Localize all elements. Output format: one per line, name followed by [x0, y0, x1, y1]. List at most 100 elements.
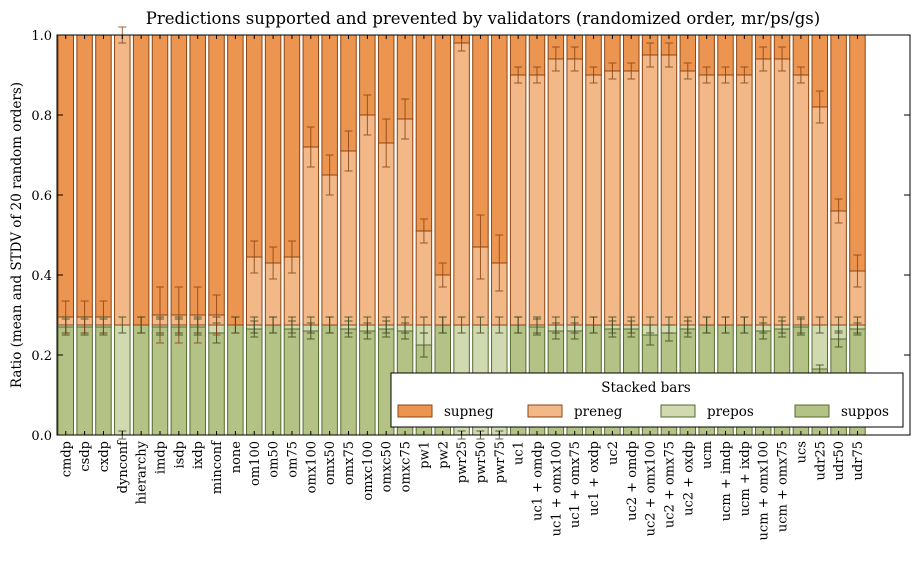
- bar-supneg: [849, 34, 866, 272]
- x-tick-label: ucm + imdp: [719, 441, 734, 521]
- error-bar-prepos: [627, 316, 636, 334]
- error-bar-preneg: [551, 46, 560, 72]
- x-tick-label: ixdp: [191, 441, 206, 469]
- x-tick-label: uc2 + omdp: [625, 441, 640, 521]
- y-tick-label: 0.6: [31, 189, 52, 204]
- x-tick-label: isdp: [172, 441, 187, 468]
- y-tick-label: 0.4: [31, 269, 52, 284]
- error-bar-prepos: [476, 316, 485, 334]
- bar-suppos: [340, 328, 357, 436]
- x-tick-label: udr50: [832, 441, 847, 480]
- error-bar-prepos: [287, 316, 296, 334]
- bar-suppos: [57, 326, 74, 436]
- bar-supneg: [95, 34, 112, 318]
- bar-supneg: [227, 34, 244, 326]
- bar-supneg: [283, 34, 301, 258]
- bar-preneg: [811, 106, 828, 326]
- x-axis: cmdp csdp cxdp dynconf hierarchy imdp isdp ixdp…: [59, 35, 866, 540]
- x-tick-label: hierarchy: [135, 440, 150, 504]
- bar-suppos: [95, 326, 112, 436]
- error-bar-preneg: [702, 66, 711, 84]
- bar-suppos: [76, 326, 93, 436]
- bar-supneg: [246, 34, 263, 258]
- error-bar-preneg: [80, 300, 89, 334]
- x-tick-label: uc1 + omdp: [531, 441, 546, 521]
- y-tick-label: 0.8: [31, 109, 52, 124]
- error-bar-prepos: [438, 316, 447, 334]
- error-bar-prepos: [457, 316, 466, 334]
- error-bar-preneg: [759, 46, 768, 72]
- bar-preneg: [679, 70, 697, 326]
- bar-preneg: [377, 142, 395, 326]
- error-bar-prepos: [269, 316, 278, 334]
- error-bar-prepos: [533, 316, 541, 334]
- error-bar-prepos: [778, 316, 787, 334]
- bar-preneg: [830, 210, 847, 326]
- bar-prepos: [114, 324, 131, 436]
- legend-label-supneg: supneg: [444, 404, 494, 420]
- error-bar-prepos: [419, 316, 428, 334]
- error-bar-preneg: [363, 94, 372, 136]
- bar-preneg: [453, 42, 470, 326]
- error-bar-prepos: [589, 316, 598, 334]
- bar-supneg: [264, 34, 282, 264]
- error-bar-preneg: [287, 240, 296, 274]
- bar-supneg: [189, 34, 206, 316]
- error-bar-prepos: [664, 316, 673, 334]
- bar-preneg: [792, 74, 810, 326]
- legend-swatch-preneg: [527, 404, 563, 418]
- x-tick-label: cxdp: [97, 441, 112, 472]
- legend-swatch-prepos: [660, 404, 696, 418]
- bar-suppos: [264, 324, 282, 436]
- bar-preneg: [528, 74, 546, 326]
- error-bar-preneg: [269, 246, 278, 280]
- x-tick-label: ucm + omx75: [776, 441, 791, 532]
- y-tick-label: 1.0: [31, 29, 52, 44]
- x-tick-label: om50: [267, 441, 282, 478]
- legend-label-preneg: preneg: [574, 404, 623, 420]
- x-tick-label: ucm + omx100: [757, 441, 772, 540]
- error-bar-preneg: [193, 286, 202, 344]
- y-axis: 0.0 0.2 0.4 0.6 0.8 1.0: [31, 29, 910, 444]
- error-bar-preneg: [853, 254, 862, 288]
- x-tick-label: omx100: [304, 441, 319, 493]
- x-tick-label: uc2 + omx75: [662, 441, 677, 528]
- bar-suppos: [208, 332, 225, 436]
- error-bar-prepos: [796, 316, 805, 334]
- error-bar-prepos: [382, 316, 391, 334]
- error-bar-preneg: [250, 240, 259, 274]
- error-bar-prepos: [495, 316, 504, 334]
- bar-preneg: [717, 74, 734, 326]
- x-tick-label: ucs: [794, 441, 809, 463]
- bar-preneg: [509, 74, 527, 326]
- error-bar-prepos: [551, 316, 560, 334]
- error-bar-preneg: [664, 42, 673, 68]
- error-bar-prepos: [306, 316, 315, 334]
- x-tick-label: pwr50: [474, 441, 489, 483]
- error-bar-preneg: [721, 66, 730, 84]
- x-tick-label: csdp: [78, 441, 93, 472]
- bar-supneg: [76, 34, 93, 318]
- bar-preneg: [340, 150, 357, 326]
- bar-preneg: [754, 58, 772, 326]
- chart-title: Predictions supported and prevented by v…: [146, 9, 820, 28]
- x-tick-label: uc1 + omx75: [568, 441, 583, 528]
- error-bar-preneg: [212, 294, 221, 336]
- bar-preneg: [736, 74, 753, 326]
- legend: Stacked bars supneg preneg prepos suppos: [390, 372, 904, 428]
- x-tick-label: om100: [248, 441, 263, 486]
- error-bar-prepos: [740, 316, 749, 334]
- x-tick-label: dynconf: [116, 440, 131, 494]
- bar-supneg: [415, 34, 433, 232]
- legend-swatch-suppos: [794, 404, 830, 418]
- bar-preneg: [415, 230, 433, 326]
- error-bar-preneg: [740, 66, 749, 84]
- error-bar-prepos: [853, 316, 862, 334]
- error-bar-preneg: [514, 66, 523, 84]
- x-tick-label: minconf: [210, 440, 225, 494]
- x-tick-label: om75: [285, 441, 300, 478]
- error-bar-prepos: [759, 316, 768, 334]
- error-bar-preneg: [344, 130, 353, 172]
- x-tick-label: ucm: [700, 441, 715, 469]
